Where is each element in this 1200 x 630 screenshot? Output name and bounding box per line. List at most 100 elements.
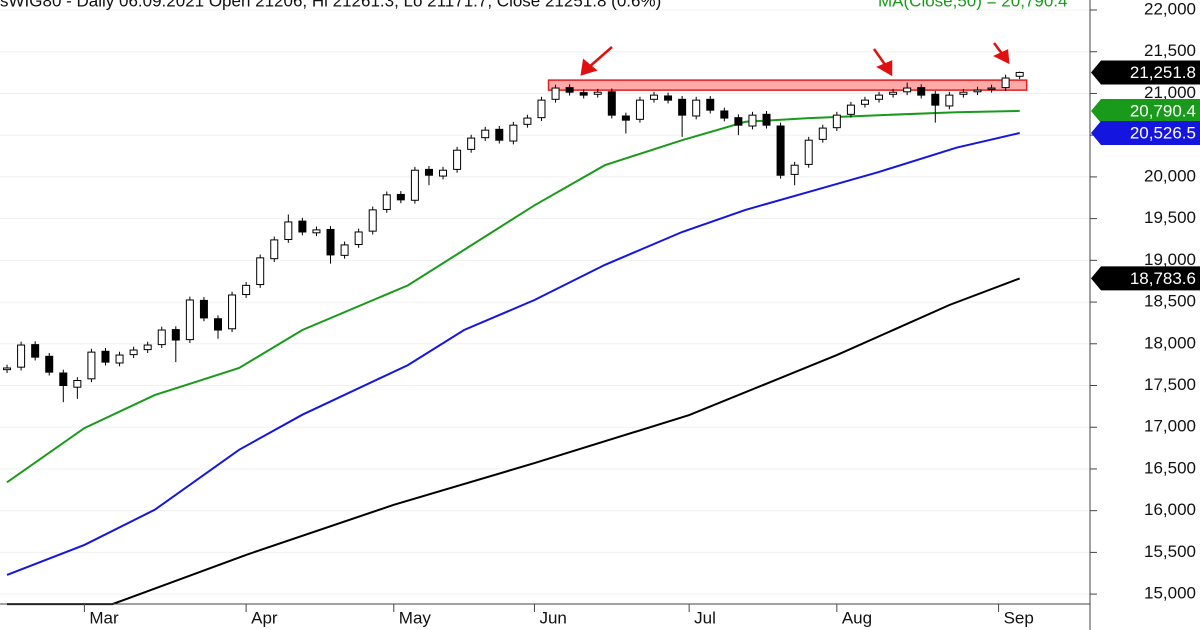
y-tick-label: 21,500 bbox=[1144, 41, 1196, 60]
candle-body bbox=[171, 329, 180, 341]
candle-body bbox=[664, 95, 673, 101]
candle-body bbox=[945, 94, 954, 107]
candle-body bbox=[790, 164, 799, 175]
candle-body bbox=[199, 299, 208, 319]
y-tick-label: 19,500 bbox=[1144, 208, 1196, 227]
candle-body bbox=[326, 228, 335, 256]
candle-body bbox=[621, 115, 630, 121]
candle-body bbox=[495, 128, 504, 141]
arrow bbox=[872, 48, 888, 67]
candle-body bbox=[467, 137, 476, 150]
candle-body bbox=[368, 209, 377, 232]
ma-legend: MA(Close,50) = 20,790.4 bbox=[878, 0, 1067, 10]
candle-body bbox=[87, 351, 96, 380]
candle-body bbox=[635, 99, 644, 120]
candle-body bbox=[1001, 77, 1010, 89]
candle-body bbox=[889, 91, 898, 95]
y-tick-label: 19,000 bbox=[1144, 250, 1196, 269]
candle-body bbox=[959, 91, 968, 95]
candle-body bbox=[509, 124, 518, 142]
candle-body bbox=[762, 113, 771, 126]
candle-body bbox=[607, 91, 616, 116]
candle-body bbox=[903, 87, 912, 93]
x-tick-label: Sep bbox=[1004, 608, 1034, 627]
arrow bbox=[587, 46, 613, 69]
ma-line bbox=[6, 109, 1020, 484]
y-tick-label: 17,500 bbox=[1144, 375, 1196, 394]
price-tag-label: 18,783.6 bbox=[1130, 269, 1196, 288]
candle-body bbox=[973, 89, 982, 93]
y-tick-label: 16,500 bbox=[1144, 458, 1196, 477]
candle-body bbox=[17, 344, 26, 368]
arrow-head bbox=[876, 60, 893, 77]
candle-body bbox=[818, 127, 827, 140]
candle-body bbox=[59, 372, 68, 387]
x-tick-label: Aug bbox=[842, 608, 872, 627]
candle-body bbox=[101, 350, 110, 363]
x-tick-label: Jul bbox=[694, 608, 716, 627]
candle-body bbox=[45, 355, 54, 373]
candle-body bbox=[396, 193, 405, 201]
annotation-arrows bbox=[580, 42, 1010, 77]
header: sWIG80 - Daily 06.09.2021 Open 21206, Hi… bbox=[0, 0, 1067, 10]
candle-body bbox=[931, 93, 940, 106]
candle-body bbox=[593, 91, 602, 95]
candle-body bbox=[523, 117, 532, 125]
candle-body bbox=[917, 87, 926, 96]
candle-body bbox=[453, 149, 462, 170]
chart-title: sWIG80 - Daily 06.09.2021 Open 21206, Hi… bbox=[0, 0, 661, 10]
candle-body bbox=[579, 92, 588, 96]
y-tick-label: 21,000 bbox=[1144, 83, 1196, 102]
ma-line bbox=[6, 132, 1020, 576]
candle-body bbox=[565, 87, 574, 93]
candle-body bbox=[551, 87, 560, 100]
y-tick-label: 18,000 bbox=[1144, 333, 1196, 352]
candle-body bbox=[706, 98, 715, 111]
plot-area bbox=[0, 9, 1090, 606]
candle-body bbox=[424, 168, 433, 176]
candle-body bbox=[537, 99, 546, 119]
arrow-head bbox=[993, 49, 1010, 65]
x-tick-label: Apr bbox=[251, 608, 278, 627]
candle-body bbox=[987, 87, 996, 90]
candle-body bbox=[720, 110, 729, 119]
candle-body bbox=[860, 99, 869, 105]
candle-body bbox=[678, 98, 687, 116]
y-tick-label: 22,000 bbox=[1144, 0, 1196, 18]
ma-line bbox=[7, 277, 1021, 606]
candle-body bbox=[734, 117, 743, 126]
price-tag bbox=[1091, 60, 1200, 85]
candle-body bbox=[31, 344, 40, 358]
candle-body bbox=[228, 294, 237, 330]
candle-body bbox=[270, 239, 279, 260]
candle-body bbox=[129, 349, 138, 356]
candle-body bbox=[804, 139, 813, 165]
candle-body bbox=[312, 229, 321, 234]
y-tick-label: 15,500 bbox=[1144, 542, 1196, 561]
candle-body bbox=[214, 318, 222, 331]
y-tick-label: 17,000 bbox=[1144, 417, 1196, 436]
price-tag bbox=[1091, 266, 1200, 291]
y-tick-label: 16,000 bbox=[1144, 500, 1196, 519]
candle-body bbox=[481, 129, 490, 139]
y-tick-label: 18,500 bbox=[1144, 292, 1196, 311]
candle-body bbox=[776, 125, 785, 176]
price-tag bbox=[1091, 120, 1200, 145]
candle-body bbox=[1015, 71, 1024, 77]
candle-body bbox=[157, 329, 166, 346]
price-tag-label: 20,790.4 bbox=[1130, 101, 1196, 120]
x-tick-label: May bbox=[399, 608, 432, 627]
candle-body bbox=[284, 221, 293, 240]
candle-body bbox=[73, 380, 82, 388]
candle-body bbox=[298, 220, 307, 233]
candle-body bbox=[846, 104, 855, 115]
candle-body bbox=[340, 244, 349, 256]
candle-body bbox=[256, 257, 265, 286]
x-tick-label: Mar bbox=[89, 608, 119, 627]
candle-body bbox=[410, 169, 419, 201]
resistance-zone bbox=[547, 79, 1028, 91]
x-tick-label: Jun bbox=[539, 608, 566, 627]
candle-body bbox=[650, 94, 658, 100]
candle-body bbox=[439, 169, 448, 177]
